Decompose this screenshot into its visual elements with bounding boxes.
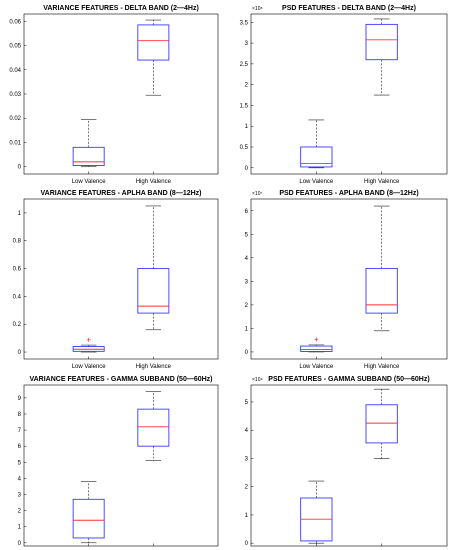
y-tick-label: 2: [18, 509, 22, 515]
box-1: [300, 119, 333, 169]
y-tick-label: 1: [18, 211, 22, 217]
box-2: [137, 391, 170, 461]
y-tick-label: 0: [18, 350, 22, 356]
y-tick-label: 4: [245, 256, 249, 262]
iqr-box: [137, 408, 170, 447]
box-2: [137, 205, 170, 331]
category-label: Low Valence: [299, 179, 334, 185]
y-tick-label: 0.4: [13, 294, 22, 300]
panel-6: PSD FEATURES - GAMMA SUBBAND (50—60Hz) ×1…: [245, 376, 448, 547]
y-tick-label: 6: [18, 444, 22, 450]
y-tick-label: 5: [18, 460, 22, 466]
box-1: [72, 119, 105, 168]
box-2: [365, 205, 398, 332]
outlier-marker: +: [86, 335, 91, 344]
y-tick-label: 2: [245, 83, 249, 89]
iqr-box: [137, 268, 170, 314]
category-label: Low Valence: [72, 364, 107, 370]
box-1: [72, 481, 105, 544]
y-tick-label: 3: [245, 279, 249, 285]
y-tick-label: 3: [245, 456, 249, 462]
category-label: High Valence: [364, 179, 400, 185]
panel-title: PSD FEATURES - DELTA BAND (2—4Hz): [282, 5, 416, 12]
panel-1: VARIANCE FEATURES - DELTA BAND (2—4Hz) 0 0…: [9, 5, 219, 185]
category-label: Low Valence: [299, 364, 334, 370]
y-tick-label: 0: [245, 166, 249, 172]
axis-exponent: ×10⁷: [252, 191, 262, 197]
y-tick-label: 1: [245, 326, 249, 332]
box-1: [300, 480, 333, 544]
y-tick-label: 0.2: [13, 322, 22, 328]
y-tick-label: 4: [18, 476, 22, 482]
y-tick-label: 0.8: [13, 239, 22, 245]
box-2: [137, 19, 170, 96]
y-tick-label: 8: [18, 412, 22, 418]
panel-4: PSD FEATURES - APLHA BAND (8—12Hz) ×10⁷ 0 1…: [245, 190, 448, 370]
category-label: High Valence: [136, 364, 172, 370]
panel-title: PSD FEATURES - GAMMA SUBBAND (50—60Hz): [268, 376, 429, 383]
iqr-box: [365, 23, 398, 61]
panel-2: PSD FEATURES - DELTA BAND (2—4Hz) ×10⁸ 0 0.…: [240, 5, 448, 185]
panel-title: PSD FEATURES - APLHA BAND (8—12Hz): [279, 190, 418, 197]
box-2: [365, 18, 398, 96]
y-tick-label: 0.03: [9, 92, 21, 98]
y-tick-label: 1.5: [240, 103, 249, 109]
y-tick-label: 0.06: [9, 19, 21, 25]
axis-exponent: ×10⁹: [252, 377, 263, 383]
plot-frame: [23, 384, 219, 547]
panel-3: VARIANCE FEATURES - APLHA BAND (8—12Hz) 0…: [13, 190, 219, 370]
y-tick-label: 0.01: [9, 140, 21, 146]
panel-title: VARIANCE FEATURES - APLHA BAND (8—12Hz): [40, 190, 201, 197]
panel-5: VARIANCE FEATURES - GAMMA SUBBAND (50—60…: [18, 376, 219, 547]
box-1: +: [300, 335, 333, 353]
y-tick-label: 1: [245, 124, 249, 130]
y-tick-label: 0: [245, 541, 249, 547]
plot-frame: [250, 13, 448, 175]
y-tick-label: 0: [18, 165, 22, 171]
iqr-box: [72, 146, 105, 166]
y-tick-label: 0.05: [9, 44, 21, 50]
iqr-box: [300, 146, 333, 168]
y-tick-label: 6: [245, 209, 249, 215]
y-tick-label: 3.5: [240, 20, 249, 26]
category-label: High Valence: [364, 364, 400, 370]
category-label: High Valence: [136, 179, 172, 185]
plot-frame: [23, 13, 219, 175]
y-tick-label: 5: [245, 232, 249, 238]
y-tick-label: 7: [18, 428, 22, 434]
y-tick-label: 0.6: [13, 267, 22, 273]
box-1: +: [72, 335, 105, 353]
plot-frame: [250, 384, 448, 547]
y-tick-label: 5: [245, 400, 249, 406]
y-tick-label: 2: [245, 485, 249, 491]
plot-frame: [250, 198, 448, 360]
y-tick-label: 0.02: [9, 116, 21, 122]
y-tick-label: 0.5: [240, 145, 249, 151]
y-tick-label: 1: [18, 525, 22, 531]
iqr-box: [300, 345, 333, 352]
panel-title: VARIANCE FEATURES - DELTA BAND (2—4Hz): [43, 5, 199, 12]
y-tick-label: 2.5: [240, 62, 249, 68]
y-tick-label: 4: [245, 428, 249, 434]
y-tick-label: 0: [245, 350, 249, 356]
y-tick-label: 2: [245, 303, 249, 309]
y-tick-label: 3: [18, 492, 22, 498]
y-tick-label: 9: [18, 396, 22, 402]
iqr-box: [72, 498, 105, 539]
y-tick-label: 0.04: [9, 68, 21, 74]
y-tick-label: 0: [18, 541, 22, 547]
iqr-box: [137, 24, 170, 61]
y-tick-label: 3: [245, 41, 249, 47]
box-2: [365, 388, 398, 459]
iqr-box: [365, 404, 398, 444]
y-tick-label: 1: [245, 513, 249, 519]
iqr-box: [365, 267, 398, 314]
axis-exponent: ×10⁸: [252, 6, 263, 12]
outlier-marker: +: [314, 335, 319, 344]
plot-frame: [23, 198, 219, 360]
panel-title: VARIANCE FEATURES - GAMMA SUBBAND (50—60…: [29, 376, 212, 383]
category-label: Low Valence: [72, 179, 107, 185]
